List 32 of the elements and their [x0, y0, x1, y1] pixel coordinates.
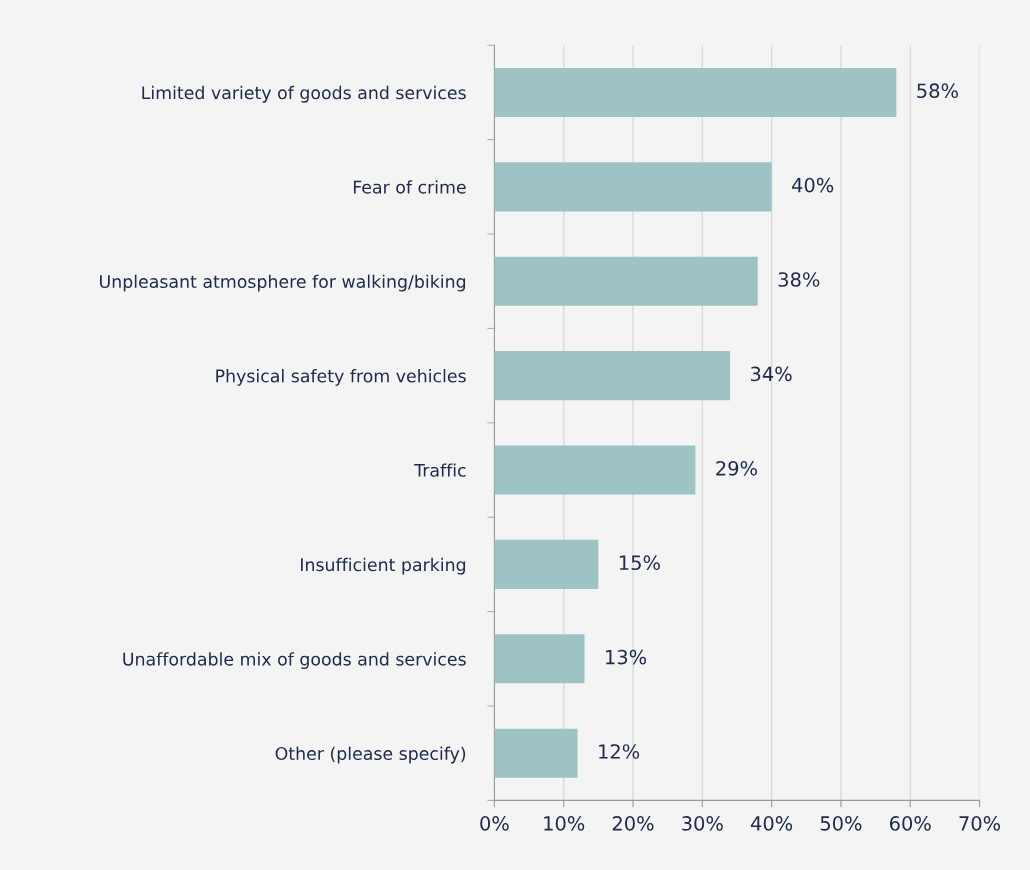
x-tick-label: 70% — [959, 816, 1001, 831]
x-tick-label: 40% — [750, 816, 793, 831]
x-tick-label: 30% — [682, 816, 723, 831]
y-tick-label: Physical safety from vehicles — [216, 369, 466, 386]
x-tick-label: 50% — [820, 816, 862, 831]
bar — [494, 67, 897, 117]
data-label: 12% — [599, 744, 640, 759]
y-tick-label: Unaffordable mix of goods and services — [123, 652, 466, 670]
y-tick-label: Other (please specify) — [275, 746, 466, 764]
x-tick-label: 10% — [544, 816, 585, 831]
data-label: 15% — [619, 555, 660, 571]
bar — [494, 351, 731, 401]
data-label: 58% — [917, 83, 958, 99]
y-tick-label: Traffic — [414, 463, 466, 477]
x-tick-label: 20% — [612, 816, 654, 831]
y-tick-label: Insufficient parking — [301, 557, 466, 575]
data-label: 13% — [606, 649, 647, 665]
data-label: 34% — [750, 366, 792, 382]
bar — [494, 634, 585, 684]
y-tick-label: Unpleasant atmosphere for walking/biking — [100, 274, 466, 292]
bar — [494, 256, 758, 306]
y-tick-label: Limited variety of goods and services — [142, 85, 466, 103]
data-label: 40% — [792, 177, 834, 193]
bar — [494, 445, 696, 495]
data-label: 38% — [778, 272, 820, 287]
bar — [494, 162, 772, 212]
bar — [494, 728, 578, 778]
x-tick-label: 60% — [889, 816, 931, 831]
bar — [494, 539, 599, 589]
data-label: 29% — [716, 460, 757, 476]
x-tick-label: 0% — [480, 816, 509, 831]
y-tick-label: Fear of crime — [353, 180, 466, 194]
